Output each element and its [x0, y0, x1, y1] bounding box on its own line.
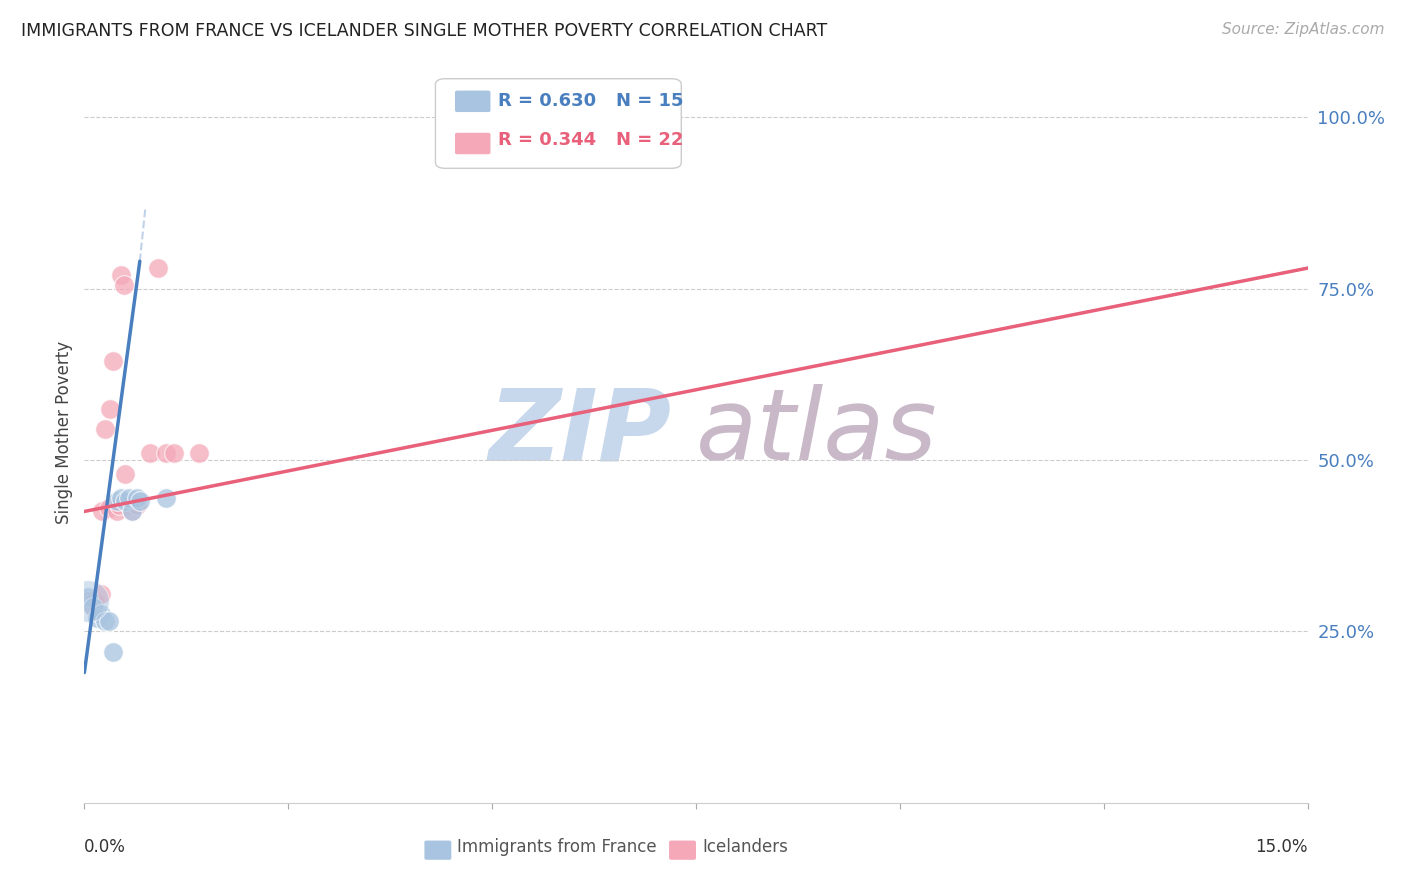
Point [77, 593, 100, 607]
Point [105, 494, 128, 508]
Text: 0.0%: 0.0% [84, 838, 127, 856]
Point [110, 491, 132, 505]
Point [101, 645, 124, 659]
Point [163, 446, 186, 460]
Point [110, 268, 132, 282]
Point [93, 614, 115, 628]
Point [118, 498, 141, 512]
Point [90, 587, 112, 601]
FancyBboxPatch shape [456, 133, 491, 154]
Point [105, 504, 128, 518]
Point [93, 422, 115, 436]
Point [101, 353, 124, 368]
Text: ZIP: ZIP [488, 384, 672, 481]
Point [114, 467, 136, 481]
Point [127, 491, 149, 505]
Point [127, 498, 149, 512]
Text: R = 0.344: R = 0.344 [498, 131, 596, 149]
Point [86, 610, 108, 624]
Point [138, 446, 160, 460]
Text: 15.0%: 15.0% [1256, 838, 1308, 856]
Text: R = 0.630: R = 0.630 [498, 92, 596, 110]
FancyBboxPatch shape [456, 91, 491, 112]
Point [114, 494, 136, 508]
Text: N = 15: N = 15 [616, 92, 683, 110]
Point [77, 593, 100, 607]
FancyBboxPatch shape [436, 78, 682, 169]
Text: Icelanders: Icelanders [702, 838, 787, 856]
Point [155, 446, 177, 460]
Text: N = 22: N = 22 [616, 131, 683, 149]
Point [90, 607, 112, 622]
Text: Source: ZipAtlas.com: Source: ZipAtlas.com [1222, 22, 1385, 37]
Text: IMMIGRANTS FROM FRANCE VS ICELANDER SINGLE MOTHER POVERTY CORRELATION CHART: IMMIGRANTS FROM FRANCE VS ICELANDER SING… [21, 22, 827, 40]
Point [82, 600, 104, 615]
Point [97, 614, 120, 628]
Point [91, 504, 114, 518]
FancyBboxPatch shape [425, 840, 451, 860]
Text: atlas: atlas [696, 384, 938, 481]
Point [82, 600, 104, 615]
Point [97, 501, 120, 516]
Point [77, 590, 100, 604]
Point [118, 491, 141, 505]
Text: Immigrants from France: Immigrants from France [457, 838, 657, 856]
Point [187, 446, 209, 460]
FancyBboxPatch shape [669, 840, 696, 860]
Point [121, 504, 143, 518]
Y-axis label: Single Mother Poverty: Single Mother Poverty [55, 341, 73, 524]
Point [100, 401, 122, 416]
Point [121, 504, 143, 518]
Point [155, 491, 177, 505]
Point [83, 593, 105, 607]
Point [146, 261, 169, 276]
Point [107, 498, 129, 512]
Point [112, 278, 135, 293]
Point [128, 494, 150, 508]
